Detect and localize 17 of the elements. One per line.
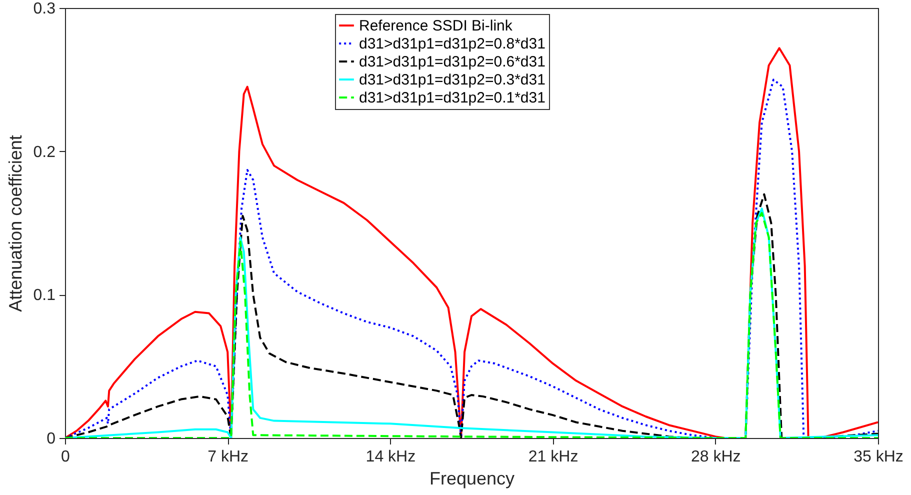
legend-label: d31>d31p1=d31p2=0.8*d31 — [359, 36, 546, 52]
legend-label: d31>d31p1=d31p2=0.3*d31 — [359, 72, 546, 88]
y-tick-label: 0.3 — [33, 0, 56, 18]
x-tick-label: 35 kHz — [854, 448, 904, 466]
x-tick-label: 7 kHz — [208, 448, 249, 466]
legend-label: d31>d31p1=d31p2=0.6*d31 — [359, 54, 546, 70]
legend-label: Reference SSDI Bi-link — [359, 18, 513, 34]
x-tick-label: 14 kHz — [366, 448, 416, 466]
y-tick-label: 0 — [46, 430, 56, 448]
y-axis-title: Attenuation coefficient — [5, 135, 26, 312]
x-axis-title: Frequency — [429, 468, 515, 488]
x-tick-label: 28 kHz — [691, 448, 741, 466]
x-tick-label: 21 kHz — [528, 448, 578, 466]
y-tick-label: 0.2 — [33, 144, 56, 161]
legend-label: d31>d31p1=d31p2=0.1*d31 — [359, 90, 546, 106]
y-tick-label: 0.1 — [33, 287, 56, 304]
x-tick-label: 0 — [61, 448, 70, 466]
